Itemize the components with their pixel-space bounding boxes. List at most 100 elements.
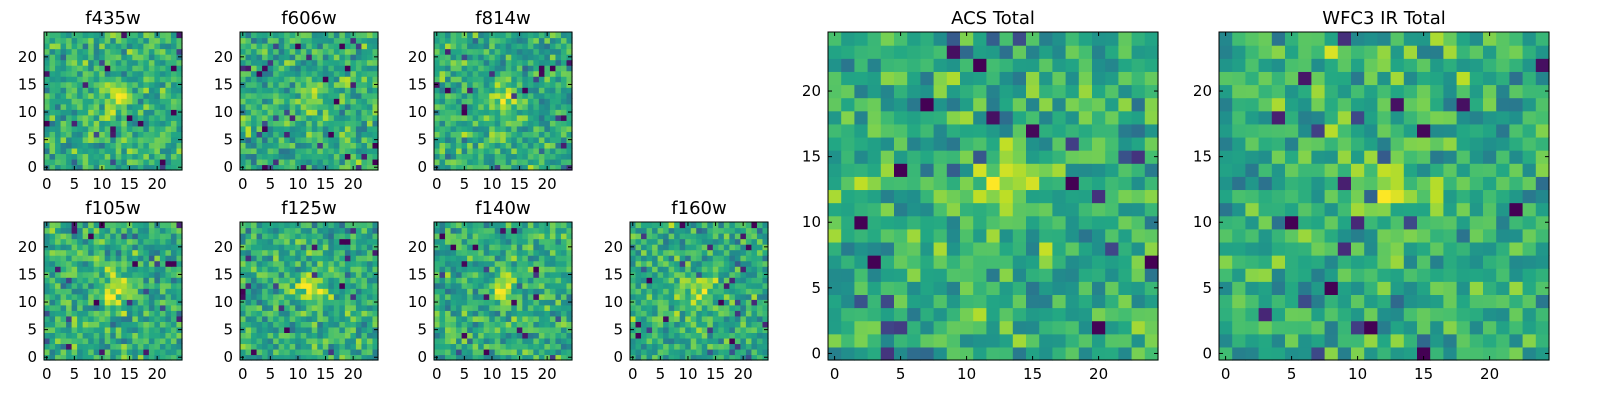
heatmap-cell xyxy=(317,76,324,83)
heatmap-cell xyxy=(317,315,324,322)
heatmap-cell xyxy=(1065,228,1080,243)
heatmap-cell xyxy=(434,315,441,322)
heatmap-cell xyxy=(267,131,274,138)
heatmap-cell xyxy=(478,337,485,345)
heatmap-cell xyxy=(104,282,111,289)
heatmap-cell xyxy=(461,288,468,295)
heatmap-cell xyxy=(115,321,122,328)
heatmap-cell xyxy=(533,103,540,110)
heatmap-cell xyxy=(66,354,73,361)
heatmap-cell xyxy=(311,59,318,66)
heatmap-cell xyxy=(366,266,374,273)
heatmap-cell xyxy=(1052,268,1067,282)
heatmap-cell xyxy=(635,332,642,339)
heatmap-cell xyxy=(44,282,51,289)
heatmap-cell xyxy=(306,343,313,350)
heatmap-cell xyxy=(450,337,457,345)
heatmap-cell xyxy=(251,249,258,256)
heatmap-cell xyxy=(500,103,507,110)
heatmap-cell xyxy=(522,354,529,361)
y-tick-label: 20 xyxy=(408,48,427,66)
heatmap-cell xyxy=(867,163,882,177)
heatmap-cell xyxy=(165,98,172,105)
heatmap-cell xyxy=(483,293,490,300)
heatmap-cell xyxy=(544,277,551,284)
heatmap-cell xyxy=(121,153,128,160)
heatmap-cell xyxy=(522,153,529,160)
heatmap-cell xyxy=(489,337,496,345)
heatmap-cell xyxy=(500,233,507,240)
axes-frame xyxy=(433,221,573,361)
heatmap-cell xyxy=(137,43,144,50)
heatmap-cell xyxy=(251,304,258,311)
heatmap-cell xyxy=(322,136,329,143)
heatmap-cell xyxy=(646,332,653,339)
heatmap-cell xyxy=(137,76,144,83)
heatmap-cell xyxy=(170,59,178,66)
heatmap-cell xyxy=(126,337,133,345)
heatmap-cell xyxy=(679,304,686,311)
heatmap-cell xyxy=(355,304,363,311)
y-tick-label: 0 xyxy=(27,158,37,176)
heatmap-cell xyxy=(273,98,280,105)
heatmap-cell xyxy=(366,299,374,306)
heatmap-cell xyxy=(505,288,512,295)
heatmap-cell xyxy=(467,70,474,77)
heatmap-cell xyxy=(126,37,133,44)
heatmap-cell xyxy=(104,266,111,273)
heatmap-cell xyxy=(344,227,351,234)
heatmap-cell xyxy=(740,343,747,350)
heatmap-cell xyxy=(734,255,741,262)
heatmap-cell xyxy=(240,120,247,127)
heatmap-cell xyxy=(350,153,357,160)
heatmap-cell xyxy=(143,142,150,149)
heatmap-cell xyxy=(841,176,855,191)
heatmap-cell xyxy=(361,277,368,284)
heatmap-cell xyxy=(434,310,441,317)
heatmap-cell xyxy=(489,153,496,160)
heatmap-cell xyxy=(511,332,518,339)
heatmap-cell xyxy=(289,158,296,166)
heatmap-cell xyxy=(1012,320,1027,335)
heatmap-cell xyxy=(933,281,948,295)
heatmap-cell xyxy=(472,136,479,143)
heatmap-cell xyxy=(273,65,280,72)
heatmap-cell xyxy=(278,98,285,105)
heatmap-cell xyxy=(99,109,106,116)
heatmap-cell xyxy=(350,125,357,132)
heatmap-cell xyxy=(489,114,496,121)
heatmap-cell xyxy=(494,337,501,345)
heatmap-cell xyxy=(300,348,307,356)
heatmap-cell xyxy=(262,233,269,240)
heatmap-cell xyxy=(434,348,441,356)
heatmap-cell xyxy=(505,70,512,77)
heatmap-cell xyxy=(841,255,855,269)
heatmap-cell xyxy=(251,158,258,166)
heatmap-cell xyxy=(566,76,573,83)
heatmap-cell xyxy=(762,222,769,229)
heatmap-cell xyxy=(267,277,274,284)
heatmap-cell xyxy=(445,288,452,295)
heatmap-cell xyxy=(505,304,512,311)
heatmap-cell xyxy=(701,271,708,278)
heatmap-cell xyxy=(372,238,379,245)
heatmap-cell xyxy=(333,332,340,339)
heatmap-cell xyxy=(262,332,269,339)
heatmap-cell xyxy=(143,288,150,295)
heatmap-cell xyxy=(635,348,642,356)
heatmap-cell xyxy=(734,260,741,267)
heatmap-cell xyxy=(284,158,291,166)
heatmap-cell xyxy=(527,315,534,322)
heatmap-cell xyxy=(707,277,714,284)
heatmap-cell xyxy=(516,326,523,333)
heatmap-cell xyxy=(450,282,457,289)
heatmap-cell xyxy=(718,293,725,300)
heatmap-cell xyxy=(1026,241,1040,256)
heatmap-cell xyxy=(933,333,948,348)
heatmap-cell xyxy=(740,310,747,317)
heatmap-cell xyxy=(439,304,446,311)
heatmap-cell xyxy=(516,271,523,278)
heatmap-cell xyxy=(494,136,501,143)
heatmap-cell xyxy=(159,92,167,99)
heatmap-cell xyxy=(696,321,703,328)
